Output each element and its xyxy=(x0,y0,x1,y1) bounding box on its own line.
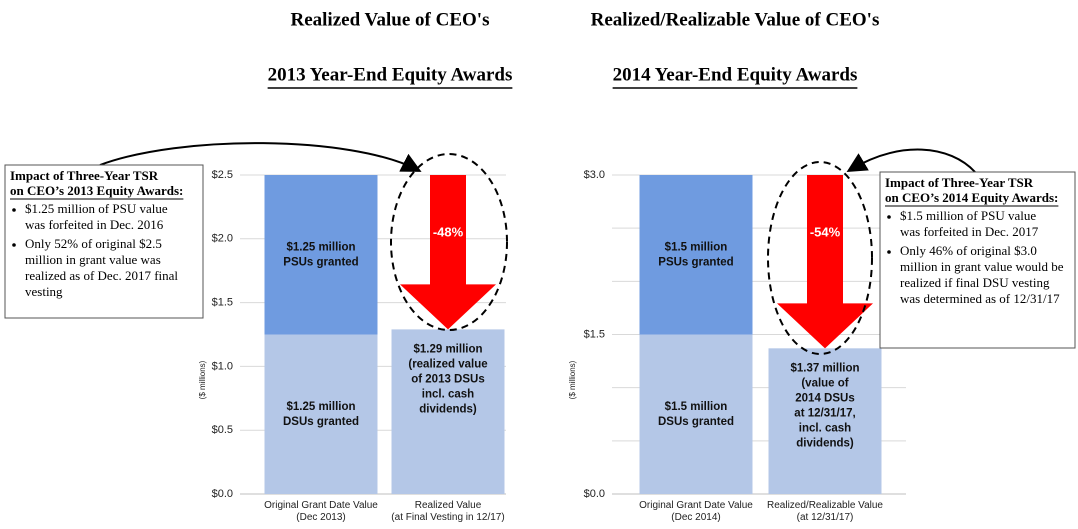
bar-label: at 12/31/17, xyxy=(794,407,855,419)
note-text: was forfeited in Dec. 2016 xyxy=(25,217,164,232)
bar-label: PSUs granted xyxy=(283,256,358,268)
change-arrow xyxy=(400,175,496,330)
x-tick-label: Original Grant Date Value (Dec 2014) xyxy=(639,500,753,523)
change-arrow xyxy=(777,175,873,349)
note-text: was determined as of 12/31/17 xyxy=(900,291,1060,306)
x-tick-label: Original Grant Date Value (Dec 2013) xyxy=(264,500,378,523)
bar-segment xyxy=(264,175,378,335)
chart-subtitle: 2014 Year-End Equity Awards xyxy=(613,64,858,85)
note-text: realized as of Dec. 2017 final xyxy=(25,268,178,283)
bar-label: $1.5 million xyxy=(665,241,728,253)
bar-segment xyxy=(264,334,378,494)
bar-label: 2014 DSUs xyxy=(795,392,854,404)
note-title: on CEO’s 2014 Equity Awards: xyxy=(885,190,1058,205)
note-box xyxy=(879,171,1076,349)
note-title: Impact of Three-Year TSR xyxy=(885,175,1034,190)
note-text: vesting xyxy=(25,284,63,299)
x-tick-label: Realized Value (at Final Vesting in 12/17… xyxy=(391,500,504,523)
bar-label: $1.37 million xyxy=(790,362,859,374)
chart-title: Realized/Realizable Value of CEO's xyxy=(591,9,880,30)
y-tick-label: $1.5 xyxy=(212,297,233,309)
bar-label: $1.25 million xyxy=(286,241,355,253)
bar-segment xyxy=(768,348,882,494)
bar-label: dividends) xyxy=(796,437,854,449)
bar-label: $1.5 million xyxy=(665,401,728,413)
y-axis-label: ($ millions) xyxy=(198,360,207,399)
bullet xyxy=(12,208,16,212)
bar-label: of 2013 DSUs xyxy=(411,373,485,385)
callout-arrow xyxy=(99,142,422,172)
y-tick-label: $0.0 xyxy=(584,488,605,500)
bar-label: incl. cash xyxy=(799,422,851,434)
note-text: million in grant value would be xyxy=(900,259,1064,274)
note-text: Only 46% of original $3.0 xyxy=(900,243,1037,258)
callout-arrow xyxy=(846,148,976,173)
y-tick-label: $1.0 xyxy=(212,360,233,372)
bar-label: $1.29 million xyxy=(413,343,482,355)
y-tick-label: $2.0 xyxy=(212,233,233,245)
y-tick-label: $1.5 xyxy=(584,328,605,340)
y-tick-label: $3.0 xyxy=(584,169,605,181)
note-text: was forfeited in Dec. 2017 xyxy=(900,224,1039,239)
bar-label: (value of xyxy=(801,377,848,389)
bar-segment xyxy=(391,329,505,494)
note-text: $1.5 million of PSU value xyxy=(900,208,1036,223)
y-axis-label: ($ millions) xyxy=(568,360,577,399)
bar-label: DSUs granted xyxy=(283,416,359,428)
note-text: million in grant value was xyxy=(25,252,161,267)
bar-label: $1.25 million xyxy=(286,401,355,413)
highlight-ellipse xyxy=(390,153,508,331)
y-tick-label: $0.5 xyxy=(212,424,233,436)
y-tick-label: $0.0 xyxy=(212,488,233,500)
bar-label: incl. cash xyxy=(422,388,474,400)
note-title: Impact of Three-Year TSR xyxy=(10,168,159,183)
y-tick-label: $2.5 xyxy=(212,169,233,181)
bar-label: (realized value xyxy=(408,358,487,370)
note-box xyxy=(4,164,204,319)
note-text: $1.25 million of PSU value xyxy=(25,201,168,216)
x-tick-label: Realized/Realizable Value (at 12/31/17) xyxy=(767,500,883,523)
bar-segment xyxy=(639,334,753,494)
chart-title: Realized Value of CEO's xyxy=(291,9,490,30)
bullet xyxy=(887,215,891,219)
bar-label: PSUs granted xyxy=(658,256,733,268)
note-title: on CEO’s 2013 Equity Awards: xyxy=(10,183,183,198)
highlight-ellipse xyxy=(767,161,873,355)
chart-subtitle: 2013 Year-End Equity Awards xyxy=(268,64,513,85)
bullet xyxy=(12,243,16,247)
change-label: -48% xyxy=(433,224,464,239)
bullet xyxy=(887,250,891,254)
bar-segment xyxy=(639,175,753,335)
bar-label: dividends) xyxy=(419,403,477,415)
bar-label: DSUs granted xyxy=(658,416,734,428)
note-text: realized if final DSU vesting xyxy=(900,275,1050,290)
note-text: Only 52% of original $2.5 xyxy=(25,236,162,251)
change-label: -54% xyxy=(810,224,841,239)
